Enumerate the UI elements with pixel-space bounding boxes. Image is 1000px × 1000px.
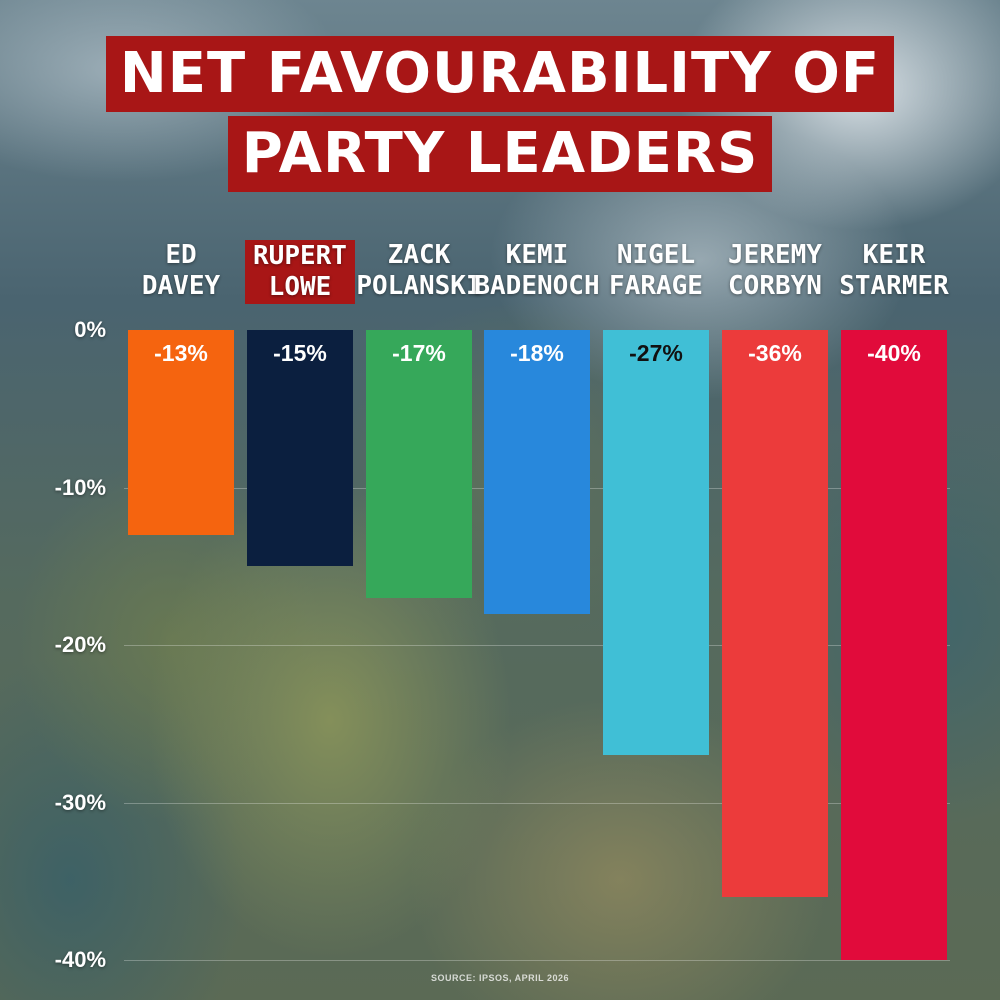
title-line-2: PARTY LEADERS <box>227 116 773 192</box>
category-label-line: ED <box>165 240 197 270</box>
category-label-line: BADENOCH <box>474 271 600 301</box>
category-label-line: LOWE <box>268 272 332 302</box>
bar <box>366 330 472 598</box>
source-note: SOURCE: IPSOS, APRIL 2026 <box>430 973 570 983</box>
bar <box>722 330 828 897</box>
bar <box>128 330 234 535</box>
bar-value-label: -17% <box>392 340 446 366</box>
bar-value-label: -18% <box>510 340 564 366</box>
bar-value-label: -27% <box>629 340 683 366</box>
gridline <box>124 645 950 646</box>
y-tick-label: -10% <box>54 475 106 500</box>
category-label-line: KEMI <box>505 240 569 270</box>
category-label: RUPERT LOWE <box>220 240 380 304</box>
category-label-line: ZACK <box>387 240 451 270</box>
category-label-line: STARMER <box>839 271 949 301</box>
y-tick-label: -20% <box>54 632 106 657</box>
bar <box>841 330 947 960</box>
bar-value-label: -15% <box>273 340 327 366</box>
category-label: ZACK POLANSKI <box>339 240 499 302</box>
bar <box>247 330 353 566</box>
category-label-line: NIGEL <box>616 240 696 270</box>
category-label-line: JEREMY <box>728 240 822 270</box>
category-label: JEREMY CORBYN <box>695 240 855 302</box>
category-label-line: RUPERT <box>253 241 347 271</box>
y-tick-label: -30% <box>54 790 106 815</box>
category-label-line: FARAGE <box>609 271 703 301</box>
bar <box>484 330 590 614</box>
category-label: ED DAVEY <box>101 240 261 302</box>
gridline <box>124 803 950 804</box>
category-label-line: DAVEY <box>141 271 221 301</box>
chart-title: NET FAVOURABILITY OF PARTY LEADERS <box>0 36 1000 192</box>
title-line-1: NET FAVOURABILITY OF <box>105 36 895 112</box>
y-tick-label: -40% <box>54 947 106 972</box>
category-label-line: KEIR <box>862 240 926 270</box>
bar-value-label: -36% <box>748 340 802 366</box>
category-label-line: CORBYN <box>728 271 822 301</box>
bar-value-label: -40% <box>867 340 921 366</box>
gridline <box>124 960 950 961</box>
category-label: NIGEL FARAGE <box>576 240 736 302</box>
category-label: KEMI BADENOCH <box>457 240 617 302</box>
category-label-line: POLANSKI <box>356 271 482 301</box>
y-tick-label: 0% <box>74 317 106 342</box>
category-label: KEIR STARMER <box>814 240 974 302</box>
bar <box>603 330 709 755</box>
bar-value-label: -13% <box>154 340 208 366</box>
